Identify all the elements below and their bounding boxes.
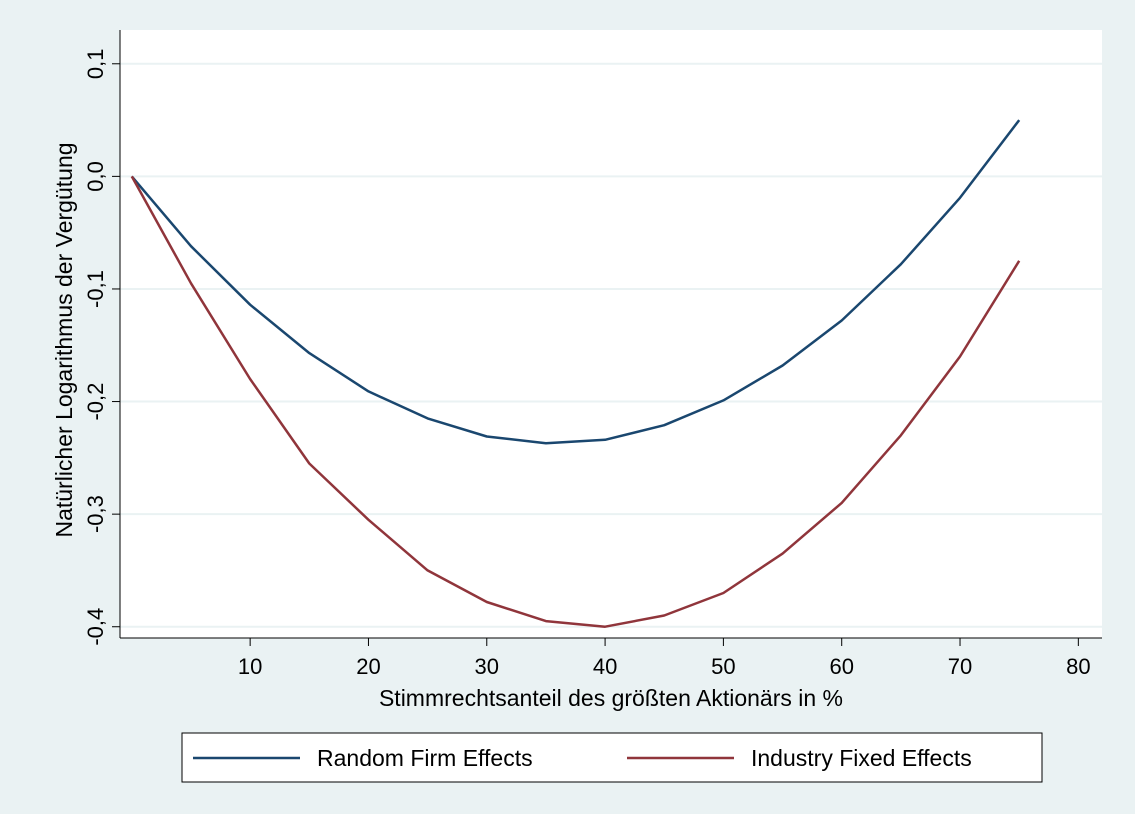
plot-area — [120, 30, 1102, 638]
x-tick-label-0: 10 — [238, 654, 262, 679]
legend-label-industry-fixed-effects: Industry Fixed Effects — [751, 745, 972, 771]
x-axis-title: Stimmrechtsanteil des größten Aktionärs … — [379, 685, 843, 711]
y-tick-label-1: 0,0 — [83, 161, 108, 192]
x-tick-label-7: 80 — [1066, 654, 1090, 679]
x-tick-label-1: 20 — [356, 654, 380, 679]
series-line-random-firm-effects — [130, 119, 1021, 445]
legend-box — [181, 732, 1043, 783]
y-tick-label-3: -0,2 — [83, 383, 108, 421]
x-tick-label-4: 50 — [711, 654, 735, 679]
y-tick-label-5: -0,4 — [83, 608, 108, 646]
series-lines — [130, 119, 1021, 628]
y-axis-title: Natürlicher Logarithmus der Vergütung — [51, 142, 77, 537]
legend: Random Firm Effects Industry Fixed Effec… — [181, 732, 1043, 783]
tick-labels: 0,1 0,0 -0,1 -0,2 -0,3 -0,4 10 20 30 40 50 60 70 80 — [83, 49, 1091, 679]
series-line-industry-fixed-effects — [130, 175, 1021, 628]
y-tick-label-2: -0,1 — [83, 270, 108, 308]
x-tick-label-3: 40 — [593, 654, 617, 679]
x-tick-label-2: 30 — [475, 654, 499, 679]
axes — [112, 30, 1102, 646]
x-tick-label-6: 70 — [948, 654, 972, 679]
y-tick-label-4: -0,3 — [83, 495, 108, 533]
x-tick-label-5: 60 — [829, 654, 853, 679]
legend-label-random-firm-effects: Random Firm Effects — [317, 745, 533, 771]
y-tick-label-0: 0,1 — [83, 49, 108, 80]
